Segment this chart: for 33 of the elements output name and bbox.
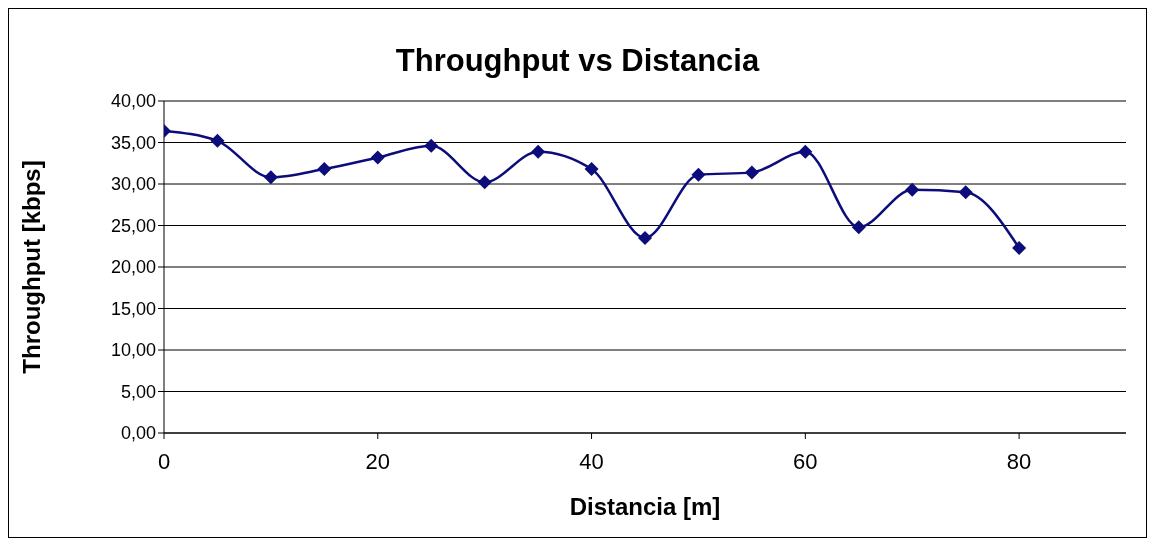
point [317,162,332,177]
x-axis-title: Distancia [m] [569,493,721,520]
y-tick-label: 20,00 [110,257,156,278]
point [263,170,278,185]
point [744,165,759,180]
y-tick-label: 25,00 [110,215,156,236]
point [424,138,439,153]
point [531,144,546,159]
chart-title: Throughput vs Distancia [394,42,761,80]
point [210,133,225,148]
y-tick-label: 30,00 [110,174,156,195]
y-tick-label: 40,00 [110,91,156,112]
point [798,144,813,159]
x-tick-label: 80 [1006,448,1032,474]
point [851,220,866,235]
point [638,230,652,245]
point [477,175,492,190]
y-tick-label: 5,00 [120,381,156,402]
point [958,185,973,200]
x-tick-label: 20 [365,448,391,474]
y-tick-label: 35,00 [110,132,156,153]
point [905,182,920,197]
x-tick-label: 40 [579,448,604,474]
y-axis-title: Throughput [kbps] [17,160,45,374]
y-tick-label: 10,00 [110,340,156,361]
x-tick-label: 0 [157,448,171,474]
x-tick-label: 60 [793,448,818,474]
y-tick-label: 15,00 [110,298,156,319]
y-tick-label: 0,00 [120,423,156,444]
point [691,167,706,182]
point [584,162,599,177]
point [1012,240,1027,255]
point [370,150,385,165]
